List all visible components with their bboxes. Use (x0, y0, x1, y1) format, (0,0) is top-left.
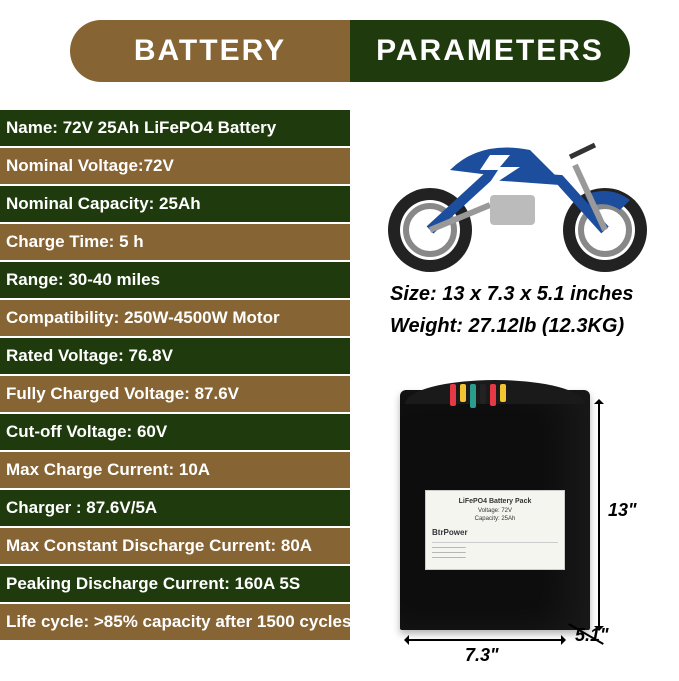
motorcycle-illustration (360, 95, 670, 275)
spec-label: Fully Charged Voltage: (6, 384, 195, 404)
spec-row: Cut-off Voltage: 60V (0, 414, 350, 452)
size-weight-info: Size: 13 x 7.3 x 5.1 inches Weight: 27.1… (390, 278, 634, 342)
spec-label: Charger : (6, 498, 86, 518)
size-label: Size: (390, 283, 442, 305)
spec-label: Life cycle: (6, 612, 94, 632)
spec-label: Nominal Capacity: (6, 194, 159, 214)
weight-label: Weight: (390, 315, 469, 337)
spec-value: 30-40 miles (68, 270, 160, 290)
spec-label: Rated Voltage: (6, 346, 128, 366)
spec-row: Fully Charged Voltage: 87.6V (0, 376, 350, 414)
spec-value: 5 h (119, 232, 144, 252)
battery-body: LiFePO4 Battery Pack Voltage: 72V Capaci… (400, 390, 590, 630)
spec-label: Max Constant Discharge Current: (6, 536, 281, 556)
spec-value: 250W-4500W Motor (124, 308, 280, 328)
spec-value: 72V (144, 156, 174, 176)
title-right: PARAMETERS (350, 20, 630, 82)
spec-label: Compatibility: (6, 308, 124, 328)
spec-value: 60V (137, 422, 167, 442)
spec-row: Nominal Capacity: 25Ah (0, 186, 350, 224)
spec-label: Nominal Voltage: (6, 156, 144, 176)
spec-row: Charger : 87.6V/5A (0, 490, 350, 528)
spec-value: 72V 25Ah LiFePO4 Battery (63, 118, 277, 138)
battery-label-sticker: LiFePO4 Battery Pack Voltage: 72V Capaci… (425, 490, 565, 570)
spec-row: Life cycle: >85% capacity after 1500 cyc… (0, 604, 350, 642)
spec-value: 87.6V/5A (86, 498, 157, 518)
spec-value: 160A 5S (235, 574, 301, 594)
spec-value: >85% capacity after 1500 cycles (94, 612, 352, 632)
spec-value: 10A (179, 460, 210, 480)
spec-label: Range: (6, 270, 68, 290)
spec-row: Name: 72V 25Ah LiFePO4 Battery (0, 110, 350, 148)
spec-label: Peaking Discharge Current: (6, 574, 235, 594)
spec-value: 76.8V (128, 346, 172, 366)
spec-value: 87.6V (195, 384, 239, 404)
dim-width-label: 7.3" (465, 645, 499, 666)
spec-row: Rated Voltage: 76.8V (0, 338, 350, 376)
spec-value: 25Ah (159, 194, 201, 214)
spec-label: Max Charge Current: (6, 460, 179, 480)
spec-row: Compatibility: 250W-4500W Motor (0, 300, 350, 338)
spec-label: Name: (6, 118, 63, 138)
spec-row: Range: 30-40 miles (0, 262, 350, 300)
dim-depth-label: 5.1" (575, 625, 609, 646)
spec-value: 80A (281, 536, 312, 556)
spec-row: Max Charge Current: 10A (0, 452, 350, 490)
title-left: BATTERY (70, 20, 350, 82)
spec-row: Max Constant Discharge Current: 80A (0, 528, 350, 566)
battery-wires-icon (450, 384, 506, 408)
spec-row: Peaking Discharge Current: 160A 5S (0, 566, 350, 604)
dim-height-label: 13" (608, 500, 637, 521)
spec-row: Nominal Voltage:72V (0, 148, 350, 186)
battery-pack-illustration: LiFePO4 Battery Pack Voltage: 72V Capaci… (380, 370, 670, 670)
spec-table: Name: 72V 25Ah LiFePO4 BatteryNominal Vo… (0, 110, 350, 642)
weight-value: 27.12lb (12.3KG) (469, 315, 625, 337)
size-value: 13 x 7.3 x 5.1 inches (442, 283, 633, 305)
spec-label: Charge Time: (6, 232, 119, 252)
spec-row: Charge Time: 5 h (0, 224, 350, 262)
title-banner: BATTERY PARAMETERS (70, 20, 630, 82)
spec-label: Cut-off Voltage: (6, 422, 137, 442)
dim-arrow-height (598, 400, 600, 630)
dim-arrow-width (405, 639, 565, 641)
